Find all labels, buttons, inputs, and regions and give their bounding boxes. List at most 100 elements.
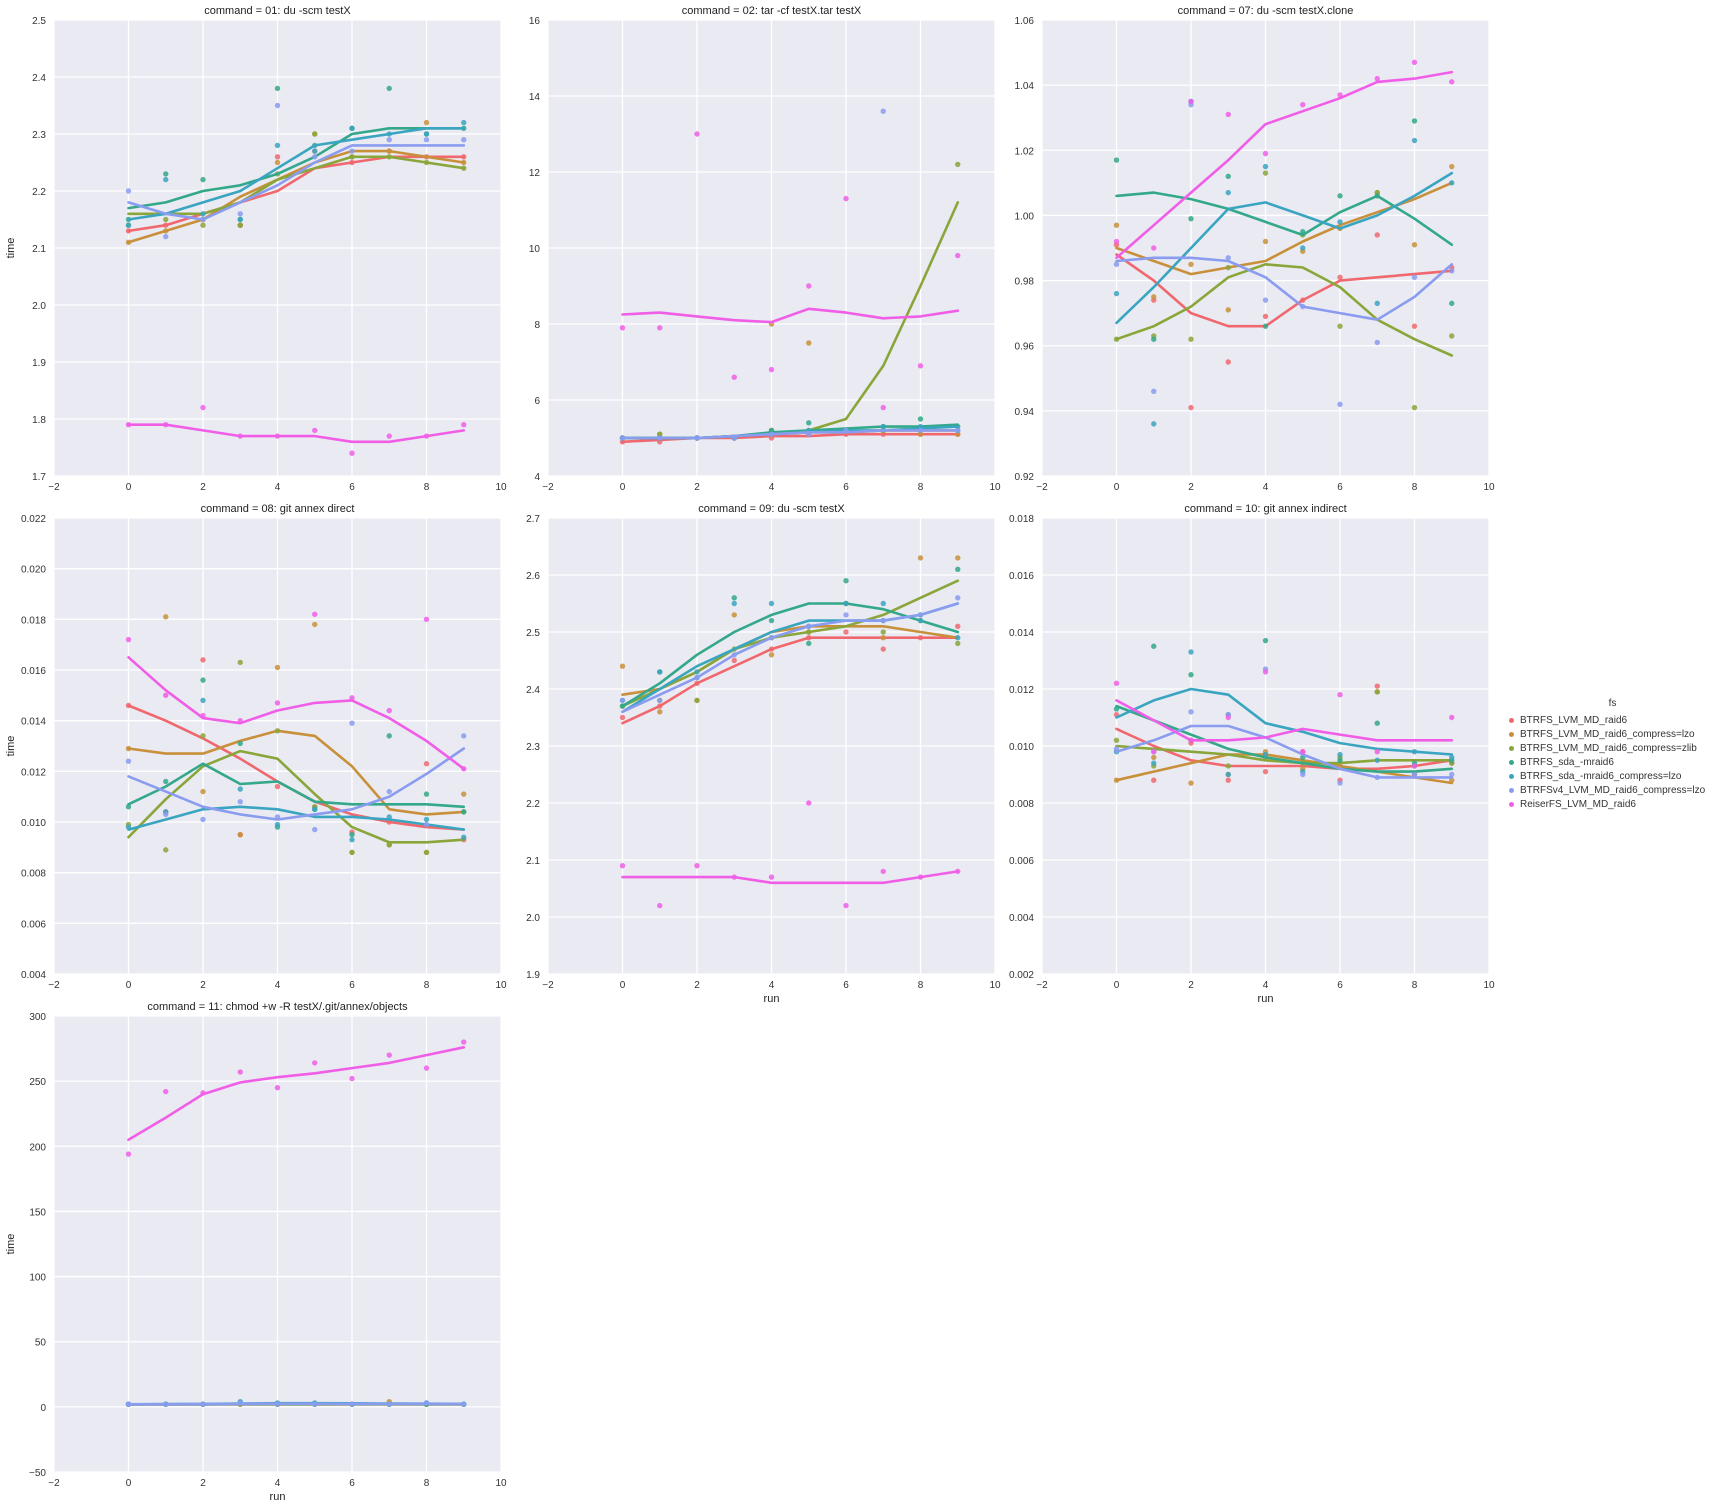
series-line	[1115, 744, 1454, 765]
data-point	[1151, 336, 1157, 342]
data-point	[423, 137, 430, 143]
y-tick-label: 6	[534, 396, 540, 407]
data-point	[274, 159, 281, 166]
data-point	[694, 863, 700, 869]
y-tick-label: 1.06	[1015, 16, 1035, 27]
data-point	[657, 325, 663, 331]
data-point	[657, 669, 663, 675]
y-tick-label: 0.94	[1015, 407, 1035, 418]
data-point	[1151, 245, 1157, 251]
data-point	[274, 814, 281, 820]
y-tick-label: 1.04	[1015, 81, 1035, 92]
data-point	[1262, 637, 1269, 644]
data-point	[917, 363, 924, 369]
data-point	[423, 791, 430, 797]
panel-title: command = 08: git annex direct	[201, 503, 355, 515]
data-point	[200, 222, 206, 228]
legend-marker	[1509, 801, 1514, 807]
x-axis-label: run	[270, 1491, 286, 1503]
data-point	[880, 629, 886, 635]
y-tick-label: 100	[29, 1273, 46, 1284]
data-point	[1374, 683, 1380, 689]
data-point	[1411, 242, 1418, 248]
data-point	[657, 902, 663, 909]
data-point	[955, 640, 961, 647]
data-point	[843, 600, 849, 607]
x-tick-label: 6	[1337, 482, 1343, 493]
y-tick-label: 50	[35, 1338, 47, 1349]
x-tick-label: 0	[126, 482, 132, 493]
series-line	[621, 429, 960, 440]
data-point	[163, 222, 169, 228]
data-point	[1374, 774, 1380, 781]
x-tick-label: 4	[1263, 482, 1269, 493]
x-tick-label: 4	[275, 1478, 281, 1489]
data-point	[1225, 189, 1231, 196]
y-tick-label: 2.5	[32, 16, 46, 27]
x-axis-label: run	[764, 993, 780, 1005]
data-point	[1449, 163, 1455, 170]
data-point	[386, 148, 392, 154]
data-point	[619, 863, 626, 869]
data-point	[237, 717, 243, 724]
y-tick-label: 12	[529, 168, 541, 179]
series-line	[1115, 753, 1454, 785]
data-point	[125, 636, 132, 643]
data-point	[200, 216, 206, 223]
x-tick-label: 2	[694, 980, 700, 991]
series-line	[127, 127, 466, 221]
data-point	[312, 806, 318, 813]
data-point	[694, 435, 700, 441]
series-line	[1115, 262, 1454, 357]
data-point	[163, 692, 169, 699]
legend-marker	[1509, 759, 1514, 765]
y-tick-label: 0.008	[21, 869, 46, 880]
y-tick-label: 200	[29, 1142, 46, 1153]
data-point	[1151, 421, 1157, 427]
legend-marker	[1509, 787, 1514, 793]
data-point	[349, 450, 355, 456]
series-line	[127, 655, 466, 771]
data-point	[619, 714, 626, 721]
legend-label: BTRFS_sda_-mraid6_compress=lzo	[1520, 770, 1682, 782]
y-tick-label: 0.012	[21, 767, 46, 778]
data-point	[1374, 720, 1380, 726]
data-point	[274, 728, 281, 734]
data-point	[386, 131, 392, 137]
data-point	[731, 374, 737, 380]
data-point	[200, 788, 206, 795]
series-line	[127, 155, 466, 233]
data-point	[349, 1401, 355, 1407]
data-point	[386, 733, 392, 739]
data-point	[312, 148, 318, 154]
data-point	[880, 635, 886, 641]
data-point	[312, 826, 318, 833]
data-point	[237, 216, 243, 223]
data-point	[349, 849, 355, 856]
y-tick-label: 0.012	[1009, 685, 1034, 696]
data-point	[1262, 150, 1269, 157]
x-tick-label: 10	[495, 482, 507, 493]
legend-item: BTRFS_sda_-mraid6	[1505, 755, 1720, 769]
data-point	[880, 404, 886, 411]
data-point	[1337, 92, 1343, 98]
data-point	[843, 629, 849, 635]
data-point	[200, 176, 206, 183]
x-tick-label: −2	[48, 980, 60, 991]
y-tick-label: 0.014	[1009, 628, 1034, 639]
x-tick-label: −2	[48, 482, 60, 493]
plot-area	[619, 555, 961, 909]
data-point	[619, 697, 626, 704]
data-point	[880, 868, 886, 875]
data-point	[1225, 777, 1231, 783]
data-point	[731, 600, 737, 607]
y-tick-label: 2.1	[32, 244, 46, 255]
data-point	[237, 799, 243, 805]
legend-item: BTRFS_LVM_MD_raid6_compress=zlib	[1505, 741, 1720, 755]
x-tick-label: 8	[424, 980, 430, 991]
data-point	[1262, 170, 1269, 176]
data-point	[200, 712, 206, 719]
data-point	[768, 427, 775, 434]
data-point	[768, 635, 775, 641]
data-point	[806, 623, 812, 629]
